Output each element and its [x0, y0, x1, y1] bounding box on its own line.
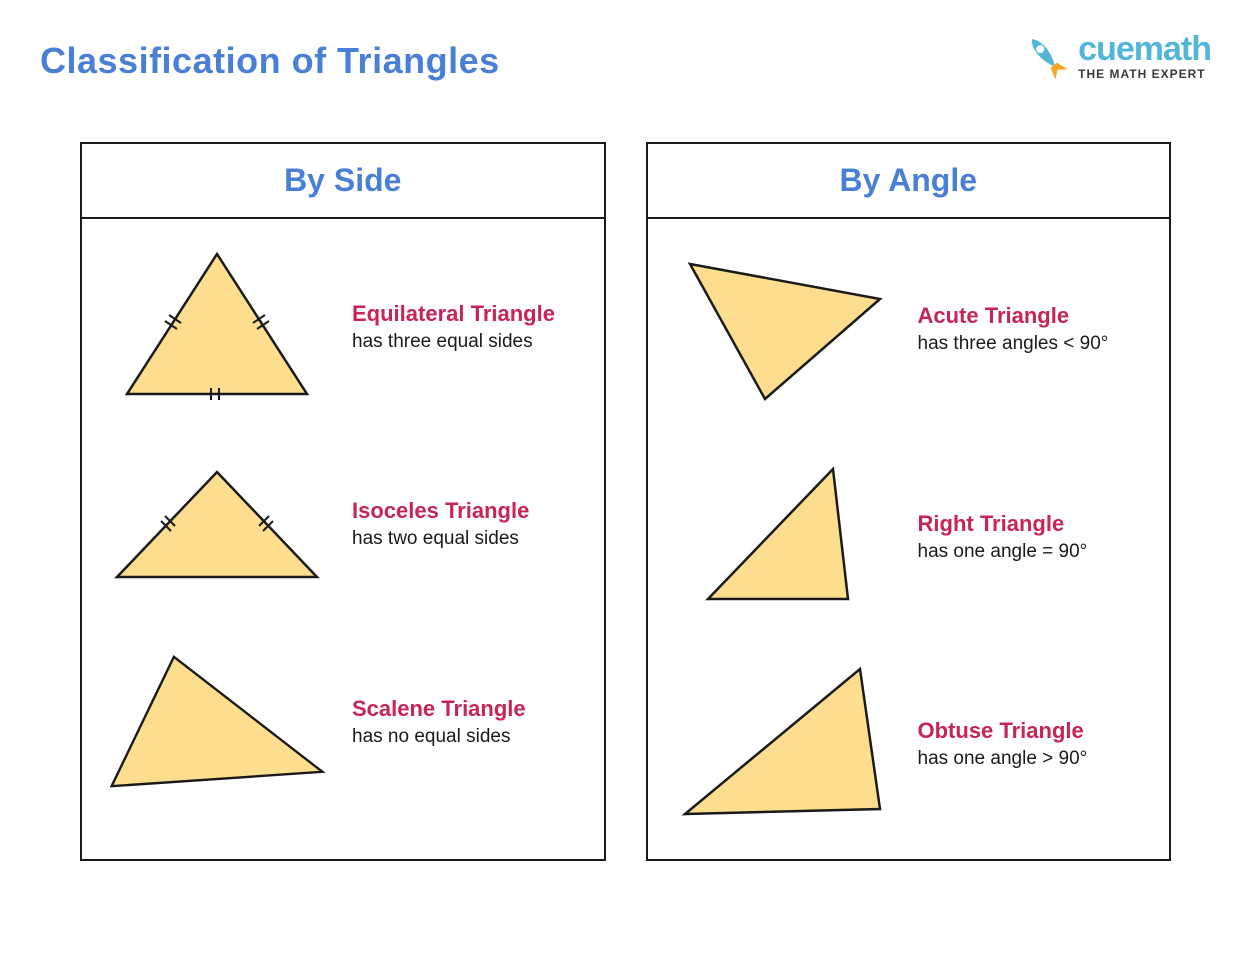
shape-equilateral	[102, 244, 332, 409]
row-right: Right Triangle has one angle = 90°	[668, 459, 1150, 614]
desc-isoceles: Isoceles Triangle has two equal sides	[352, 498, 584, 550]
brand-logo: cuemath THE MATH EXPERT	[1020, 30, 1211, 82]
triangle-desc: has two equal sides	[352, 528, 584, 550]
panel-header-by-side: By Side	[82, 144, 604, 219]
row-obtuse: Obtuse Triangle has one angle > 90°	[668, 659, 1150, 829]
desc-scalene: Scalene Triangle has no equal sides	[352, 696, 584, 748]
triangle-desc: has one angle = 90°	[918, 541, 1150, 563]
row-isoceles: Isoceles Triangle has two equal sides	[102, 454, 584, 594]
logo-tagline-text: THE MATH EXPERT	[1078, 68, 1211, 80]
panel-by-side: By Side Equilateral Triang	[80, 142, 606, 861]
page-title: Classification of Triangles	[40, 40, 500, 82]
triangle-desc: has three angles < 90°	[918, 333, 1150, 355]
shape-isoceles	[102, 457, 332, 592]
desc-obtuse: Obtuse Triangle has one angle > 90°	[918, 718, 1150, 770]
isoceles-triangle-icon	[107, 457, 327, 592]
shape-acute	[668, 244, 898, 414]
equilateral-triangle-icon	[107, 244, 327, 409]
triangle-name: Scalene Triangle	[352, 696, 584, 722]
panel-by-angle: By Angle Acute Triangle has three angles…	[646, 142, 1172, 861]
panel-header-by-angle: By Angle	[648, 144, 1170, 219]
acute-triangle-icon	[670, 244, 895, 414]
desc-acute: Acute Triangle has three angles < 90°	[918, 303, 1150, 355]
triangle-name: Acute Triangle	[918, 303, 1150, 329]
right-triangle-icon	[678, 459, 888, 614]
triangle-name: Obtuse Triangle	[918, 718, 1150, 744]
panel-heading-text: By Angle	[840, 162, 978, 198]
triangle-desc: has one angle > 90°	[918, 748, 1150, 770]
shape-right	[668, 459, 898, 614]
row-scalene: Scalene Triangle has no equal sides	[102, 639, 584, 804]
logo-brand-text: cuemath	[1078, 32, 1211, 66]
triangle-name: Right Triangle	[918, 511, 1150, 537]
shape-obtuse	[668, 659, 898, 829]
panel-heading-text: By Side	[284, 162, 401, 198]
rocket-icon	[1020, 30, 1072, 82]
header-row: Classification of Triangles cuemath THE …	[40, 30, 1211, 82]
row-acute: Acute Triangle has three angles < 90°	[668, 244, 1150, 414]
triangle-name: Equilateral Triangle	[352, 301, 584, 327]
panel-body-by-angle: Acute Triangle has three angles < 90° Ri…	[648, 219, 1170, 859]
panel-body-by-side: Equilateral Triangle has three equal sid…	[82, 219, 604, 834]
shape-scalene	[102, 639, 332, 804]
triangle-name: Isoceles Triangle	[352, 498, 584, 524]
desc-right: Right Triangle has one angle = 90°	[918, 511, 1150, 563]
desc-equilateral: Equilateral Triangle has three equal sid…	[352, 301, 584, 353]
triangle-desc: has three equal sides	[352, 331, 584, 353]
scalene-triangle-icon	[102, 639, 332, 804]
obtuse-triangle-icon	[670, 659, 895, 829]
row-equilateral: Equilateral Triangle has three equal sid…	[102, 244, 584, 409]
panel-container: By Side Equilateral Triang	[40, 142, 1211, 861]
triangle-desc: has no equal sides	[352, 726, 584, 748]
